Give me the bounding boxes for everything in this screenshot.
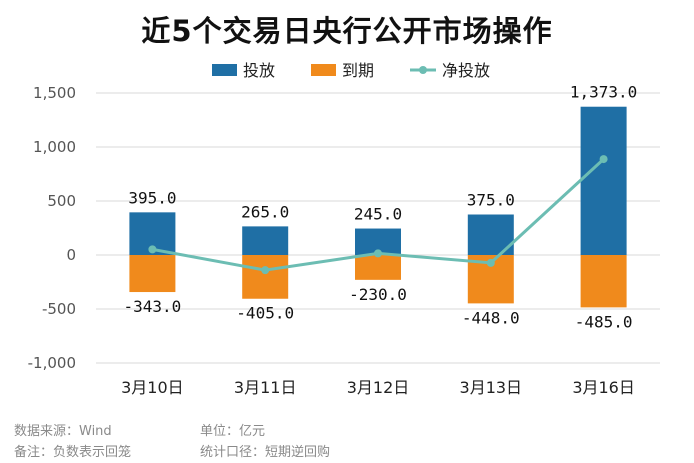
legend-label: 到期 bbox=[342, 61, 374, 80]
legend-swatch bbox=[311, 64, 336, 76]
bar-到期 bbox=[580, 255, 627, 308]
legend-swatch bbox=[212, 64, 237, 76]
line-point bbox=[261, 266, 270, 275]
y-tick-label: -1,000 bbox=[28, 354, 76, 372]
data-label: 245.0 bbox=[354, 205, 402, 224]
data-label: 375.0 bbox=[467, 191, 515, 210]
y-tick-label: -500 bbox=[42, 300, 76, 318]
x-tick-label: 3月10日 bbox=[121, 378, 184, 397]
data-labels: 395.0 265.0 245.0 375.0 1,373.0 -343.0 -405.0 -… bbox=[124, 83, 638, 332]
data-label: -343.0 bbox=[124, 297, 182, 316]
x-axis-ticks: 3月10日 3月11日 3月12日 3月13日 3月16日 bbox=[121, 378, 635, 397]
footer-source: 数据来源：Wind bbox=[14, 424, 112, 439]
footer-caliber: 统计口径：短期逆回购 bbox=[200, 445, 331, 460]
bar-投放 bbox=[580, 106, 627, 255]
data-label: -485.0 bbox=[575, 312, 633, 331]
x-tick-label: 3月12日 bbox=[347, 378, 410, 397]
line-point bbox=[486, 258, 495, 267]
legend-label: 净投放 bbox=[442, 61, 490, 80]
line-point bbox=[599, 155, 608, 164]
footer-note: 备注：负数表示回笼 bbox=[14, 445, 132, 460]
bar-投放 bbox=[242, 226, 289, 255]
data-label: 1,373.0 bbox=[570, 83, 637, 102]
legend-swatch-marker bbox=[419, 66, 427, 74]
data-label: -405.0 bbox=[236, 304, 294, 323]
data-label: 265.0 bbox=[241, 202, 289, 221]
x-tick-label: 3月13日 bbox=[460, 378, 523, 397]
legend: 投放 到期 净投放 bbox=[212, 61, 490, 80]
footer-unit: 单位：亿元 bbox=[200, 424, 266, 439]
line-point bbox=[148, 245, 157, 254]
y-tick-label: 0 bbox=[66, 246, 76, 264]
y-tick-label: 500 bbox=[47, 192, 76, 210]
x-tick-label: 3月16日 bbox=[572, 378, 635, 397]
y-tick-label: 1,500 bbox=[33, 84, 76, 102]
line-point bbox=[374, 249, 382, 258]
y-axis-ticks: 1,500 1,000 500 0 -500 -1,000 bbox=[28, 84, 76, 372]
chart-title: 近5个交易日央行公开市场操作 bbox=[141, 14, 553, 48]
bars bbox=[129, 106, 627, 308]
y-tick-label: 1,000 bbox=[33, 138, 76, 156]
bar-到期 bbox=[242, 255, 289, 299]
data-label: 395.0 bbox=[128, 188, 176, 207]
bar-到期 bbox=[129, 255, 176, 293]
data-label: -448.0 bbox=[462, 308, 520, 327]
net-line bbox=[148, 155, 608, 275]
legend-label: 投放 bbox=[243, 61, 275, 80]
bar-到期 bbox=[355, 255, 401, 280]
x-tick-label: 3月11日 bbox=[234, 378, 297, 397]
data-label: -230.0 bbox=[349, 285, 407, 304]
